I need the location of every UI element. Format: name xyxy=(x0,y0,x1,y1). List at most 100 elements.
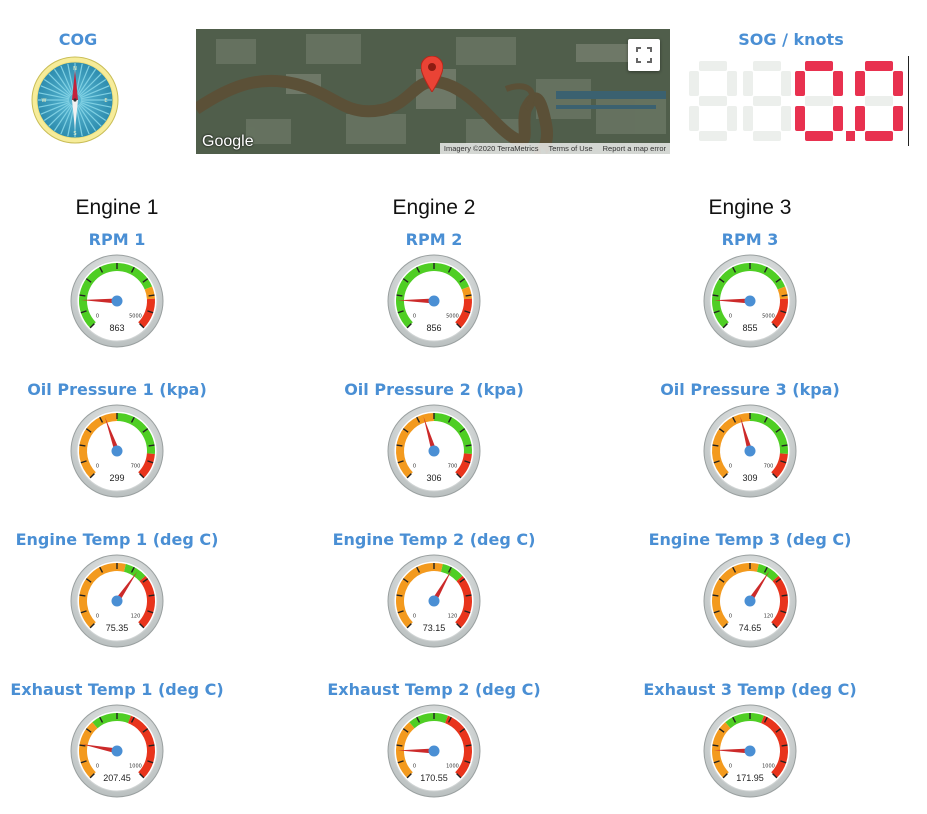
gauge-zone-green xyxy=(441,564,463,582)
gauge-value: 74.65 xyxy=(739,623,762,633)
gauge-min-label: 0 xyxy=(96,764,99,770)
gauge-needle xyxy=(740,416,753,452)
gauge-value: 863 xyxy=(109,323,124,333)
gauge-exhaust: 0 1000 207.45 xyxy=(70,704,164,798)
gauge-label: Oil Pressure 2 (kpa) xyxy=(344,380,524,399)
gauge-zone-green xyxy=(92,713,131,729)
gauge-value: 73.15 xyxy=(423,623,446,633)
gauge-needle xyxy=(423,416,437,452)
gauge-max-label: 120 xyxy=(764,614,774,620)
gauge-max-label: 1000 xyxy=(129,764,142,770)
sog-digit-ghost xyxy=(743,61,791,141)
gauge-zone-red xyxy=(771,298,788,328)
gauge-exhaust: 0 1000 171.95 xyxy=(703,704,797,798)
gauge-needle xyxy=(714,298,751,304)
gauge-zone-green xyxy=(725,713,764,729)
gauge-zone-green xyxy=(78,262,153,328)
gauge-hub xyxy=(744,445,756,457)
gauge-zone-orange xyxy=(712,563,759,628)
gauge-oil: 0 700 309 xyxy=(703,404,797,498)
gauge-hub xyxy=(111,295,123,307)
gauge-needle xyxy=(747,570,770,603)
gauge-value: 207.45 xyxy=(103,773,131,783)
gauge-zone-orange xyxy=(712,413,750,478)
sog-display xyxy=(673,56,909,146)
gauge-temp: 0 120 74.65 xyxy=(703,554,797,648)
gauge-zone-red xyxy=(771,453,788,478)
gauge-zone-orange xyxy=(396,413,434,478)
gauge-value: 170.55 xyxy=(420,773,448,783)
gauge-needle xyxy=(81,744,118,754)
compass-letter-e: E xyxy=(104,98,107,104)
gauge-label: Engine Temp 1 (deg C) xyxy=(15,530,219,549)
gauge-min-label: 0 xyxy=(729,464,732,470)
gauge-oil: 0 700 306 xyxy=(387,404,481,498)
gauge-max-label: 700 xyxy=(131,464,141,470)
gauge-label: Engine Temp 3 (deg C) xyxy=(648,530,852,549)
engine-title: Engine 3 xyxy=(708,196,792,219)
fullscreen-button[interactable] xyxy=(628,39,660,71)
gauge-value: 171.95 xyxy=(736,773,764,783)
map-view[interactable]: Google Imagery ©2020 TerraMetrics Terms … xyxy=(196,29,670,154)
gauge-zone-orange xyxy=(396,722,415,778)
gauge-needle xyxy=(81,298,118,304)
gauge-hub xyxy=(428,445,440,457)
gauge-min-label: 0 xyxy=(96,614,99,620)
gauge-hub xyxy=(111,595,123,607)
sog-digit-integer xyxy=(795,61,855,141)
gauge-needle xyxy=(714,748,751,754)
sog-digit-ghost xyxy=(689,61,737,141)
map-report-link[interactable]: Report a map error xyxy=(602,144,666,153)
gauge-zone-red xyxy=(771,575,788,628)
gauge-zone-red xyxy=(455,453,472,478)
google-logo: Google xyxy=(202,133,254,150)
gauge-zone-red xyxy=(128,715,155,778)
gauge-zone-red xyxy=(455,298,472,328)
fullscreen-icon xyxy=(636,47,652,63)
gauge-exhaust: 0 1000 170.55 xyxy=(387,704,481,798)
engine-title: Engine 1 xyxy=(75,196,159,219)
gauge-min-label: 0 xyxy=(729,764,732,770)
gauge-value: 855 xyxy=(742,323,757,333)
gauge-zone-green xyxy=(750,413,788,454)
gauge-max-label: 1000 xyxy=(762,764,775,770)
gauge-hub xyxy=(428,745,440,757)
gauge-needle xyxy=(114,571,138,603)
gauge-max-label: 1000 xyxy=(446,764,459,770)
map-marker-icon[interactable] xyxy=(420,55,444,97)
gauge-rpm: 0 5000 856 xyxy=(387,254,481,348)
gauge-label: RPM 1 xyxy=(88,230,146,249)
map-attribution: Imagery ©2020 TerraMetrics Terms of Use … xyxy=(439,143,670,154)
gauge-rpm: 0 5000 863 xyxy=(70,254,164,348)
gauge-zone-green xyxy=(117,413,155,454)
gauge-zone-orange xyxy=(396,563,443,628)
gauge-label: RPM 3 xyxy=(721,230,779,249)
gauge-value: 309 xyxy=(742,473,757,483)
gauge-zone-orange xyxy=(79,563,126,628)
gauge-min-label: 0 xyxy=(729,314,732,320)
gauge-zone-red xyxy=(761,715,788,778)
gauge-min-label: 0 xyxy=(413,614,416,620)
map-terms-link[interactable]: Terms of Use xyxy=(548,144,593,153)
gauge-zone-orange xyxy=(79,722,98,778)
gauge-zone-red xyxy=(138,298,155,328)
gauge-oil: 0 700 299 xyxy=(70,404,164,498)
gauge-hub xyxy=(111,445,123,457)
gauge-label: Oil Pressure 1 (kpa) xyxy=(27,380,207,399)
gauge-max-label: 120 xyxy=(131,614,141,620)
gauge-min-label: 0 xyxy=(413,314,416,320)
gauge-min-label: 0 xyxy=(413,464,416,470)
gauge-max-label: 5000 xyxy=(129,314,142,320)
gauge-max-label: 5000 xyxy=(446,314,459,320)
engine-title: Engine 2 xyxy=(392,196,476,219)
gauge-value: 299 xyxy=(109,473,124,483)
gauge-temp: 0 120 73.15 xyxy=(387,554,481,648)
gauge-zone-green xyxy=(712,262,786,328)
gauge-max-label: 700 xyxy=(448,464,458,470)
gauge-label: Exhaust Temp 1 (deg C) xyxy=(10,680,224,699)
gauge-hub xyxy=(744,595,756,607)
compass-needle-south xyxy=(72,100,78,130)
map-imagery-credit: Imagery ©2020 TerraMetrics xyxy=(443,144,539,153)
gauge-min-label: 0 xyxy=(96,314,99,320)
compass-letter-n: N xyxy=(73,66,77,72)
